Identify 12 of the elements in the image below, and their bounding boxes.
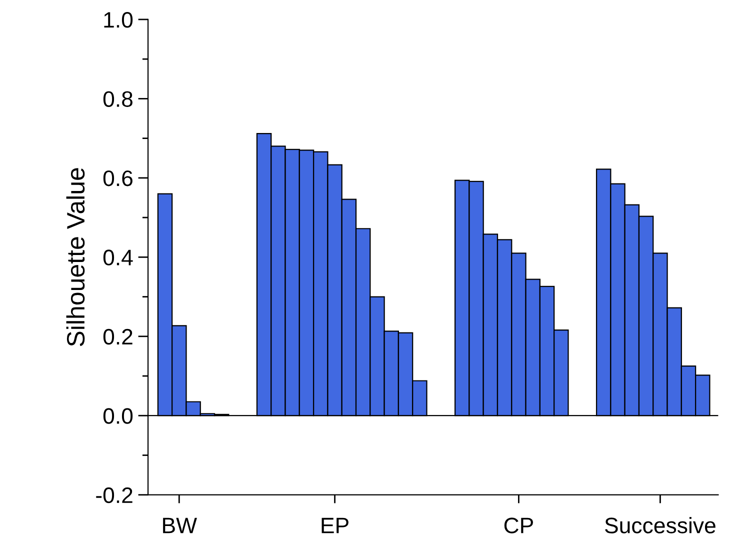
y-tick-label: -0.2 [96,487,132,504]
y-tick-label: 0.8 [103,91,132,107]
y-tick-label: 0.2 [103,328,132,345]
x-tick-label: BW [163,518,197,534]
y-tick-label: 0.4 [103,250,133,266]
y-tick-label: 0.0 [103,408,133,424]
y-tick-label: 1.0 [104,12,133,28]
x-tick-label: CP [504,518,533,534]
x-tick-label: EP [322,518,348,534]
y-tick-label: 0.6 [103,170,132,186]
x-tick-label: Successive [605,517,716,534]
y-axis-title: Silhouette Value [66,168,85,346]
